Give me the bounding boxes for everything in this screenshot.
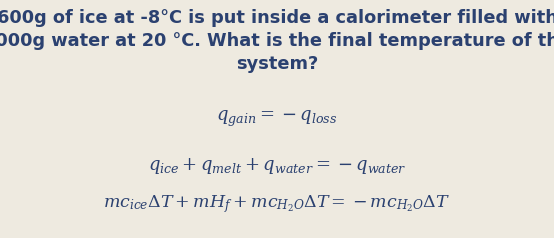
Text: $mc_{ice}\Delta T + mH_f + mc_{H_2O}\Delta T = -mc_{H_2O}\Delta T$: $mc_{ice}\Delta T + mH_f + mc_{H_2O}\Del… xyxy=(104,193,450,215)
Text: $q_{ice} + q_{melt} + q_{water} = -q_{water}$: $q_{ice} + q_{melt} + q_{water} = -q_{wa… xyxy=(148,156,406,176)
Text: $q_{gain} = -q_{loss}$: $q_{gain} = -q_{loss}$ xyxy=(217,109,337,129)
Text: 600g of ice at -8°C is put inside a calorimeter filled with
4000g water at 20 °C: 600g of ice at -8°C is put inside a calo… xyxy=(0,9,554,73)
